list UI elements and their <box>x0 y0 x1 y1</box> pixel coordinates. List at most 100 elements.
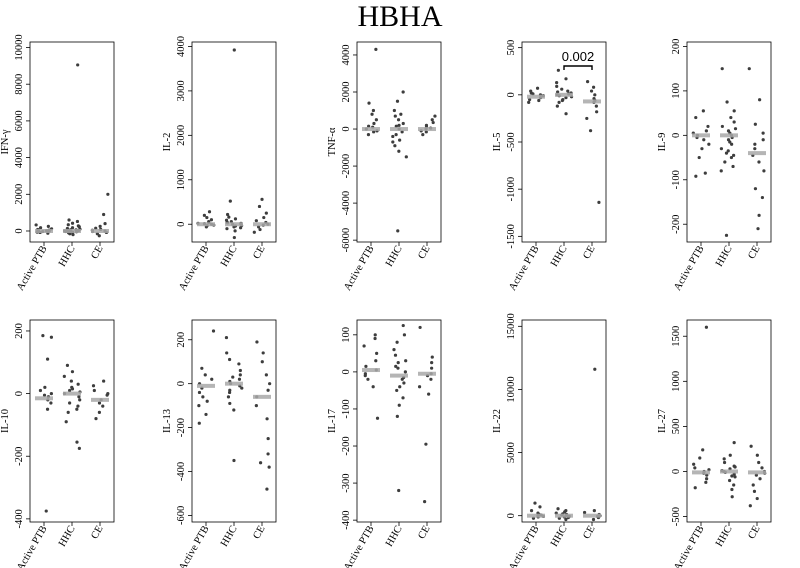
data-point <box>374 118 378 122</box>
y-axis-title: IL-22 <box>492 409 503 433</box>
data-point <box>97 234 101 238</box>
data-point <box>430 118 434 122</box>
data-point <box>393 144 397 148</box>
data-point <box>701 448 705 452</box>
data-point <box>423 500 427 504</box>
data-point <box>592 509 596 513</box>
data-point <box>44 509 48 513</box>
data-point <box>268 382 272 386</box>
data-point <box>70 221 75 225</box>
data-point <box>393 353 398 357</box>
y-tick-label: 4000 <box>176 36 187 57</box>
panel-7: -600 -400 -200 0 200 IL-13 Active PTB HHC CE <box>162 319 277 568</box>
plot-frame <box>29 319 115 523</box>
median-marker <box>253 222 271 227</box>
y-tick-label: 8000 <box>14 74 25 95</box>
data-point <box>71 233 75 237</box>
data-point <box>728 140 732 144</box>
data-point <box>732 120 736 124</box>
plot-frame <box>191 41 277 243</box>
data-point <box>401 121 405 126</box>
data-point <box>228 401 232 406</box>
data-point <box>591 517 596 522</box>
x-tick-label: Active PTB <box>507 244 541 293</box>
data-point <box>564 96 568 100</box>
data-point <box>64 420 68 424</box>
data-point <box>555 84 559 88</box>
data-point <box>529 509 534 513</box>
y-tick-label: 200 <box>14 323 25 339</box>
data-point <box>401 396 405 400</box>
data-point <box>67 218 71 222</box>
data-point <box>210 377 214 381</box>
data-point <box>238 373 242 377</box>
data-point <box>77 395 81 399</box>
data-point <box>197 390 202 395</box>
y-axis-title: IL-27 <box>657 409 668 433</box>
median-marker <box>253 394 271 399</box>
panel-6: -400 -200 0 200 IL-10 Active PTB HHC CE <box>0 319 115 568</box>
data-point <box>396 361 400 365</box>
data-point <box>694 174 698 178</box>
data-point <box>202 213 206 217</box>
data-point <box>433 114 437 118</box>
data-point <box>431 120 435 125</box>
data-point <box>264 373 268 377</box>
data-point <box>395 414 399 418</box>
data-point <box>375 416 380 420</box>
data-point <box>404 359 408 363</box>
data-point <box>209 218 214 222</box>
x-tick-label: CE <box>416 244 432 261</box>
x-tick-label: CE <box>581 244 597 261</box>
data-point <box>556 68 560 72</box>
y-tick-label: 0 <box>506 513 517 518</box>
data-point <box>238 368 242 373</box>
data-point <box>75 219 80 224</box>
data-point <box>704 325 709 329</box>
data-point <box>197 404 201 408</box>
data-point <box>260 197 264 201</box>
data-point <box>76 224 80 228</box>
median-marker <box>555 92 573 97</box>
median-marker <box>63 228 81 233</box>
median-marker <box>225 381 243 386</box>
data-point <box>396 366 400 370</box>
data-point <box>722 460 727 465</box>
data-point <box>225 227 229 231</box>
data-point <box>237 362 241 366</box>
median-marker <box>748 470 766 475</box>
data-point <box>45 357 50 361</box>
data-point <box>232 235 236 240</box>
data-point <box>261 351 265 355</box>
data-point <box>266 436 270 441</box>
x-tick-label: CE <box>746 524 762 541</box>
data-point <box>585 116 589 121</box>
data-point <box>267 465 271 469</box>
data-point <box>68 388 72 393</box>
data-point <box>724 233 729 237</box>
data-point <box>398 138 402 142</box>
data-point <box>402 333 407 337</box>
data-point <box>394 364 398 368</box>
data-point <box>748 504 752 508</box>
y-tick-label: 1000 <box>176 169 187 190</box>
data-point <box>693 486 697 490</box>
data-point <box>528 97 532 102</box>
data-point <box>723 160 727 164</box>
data-point <box>399 112 403 116</box>
data-point <box>225 212 230 217</box>
data-point <box>401 323 405 328</box>
data-point <box>92 388 96 393</box>
data-point <box>588 129 593 133</box>
data-point <box>233 217 238 221</box>
y-tick-label: 1500 <box>671 326 682 347</box>
x-tick-label: HHC <box>714 244 735 269</box>
data-point <box>762 169 766 173</box>
data-point <box>200 366 204 370</box>
data-point <box>106 391 110 396</box>
median-marker <box>362 368 380 373</box>
data-point <box>49 335 54 339</box>
data-point <box>724 151 729 155</box>
data-point <box>227 357 232 362</box>
